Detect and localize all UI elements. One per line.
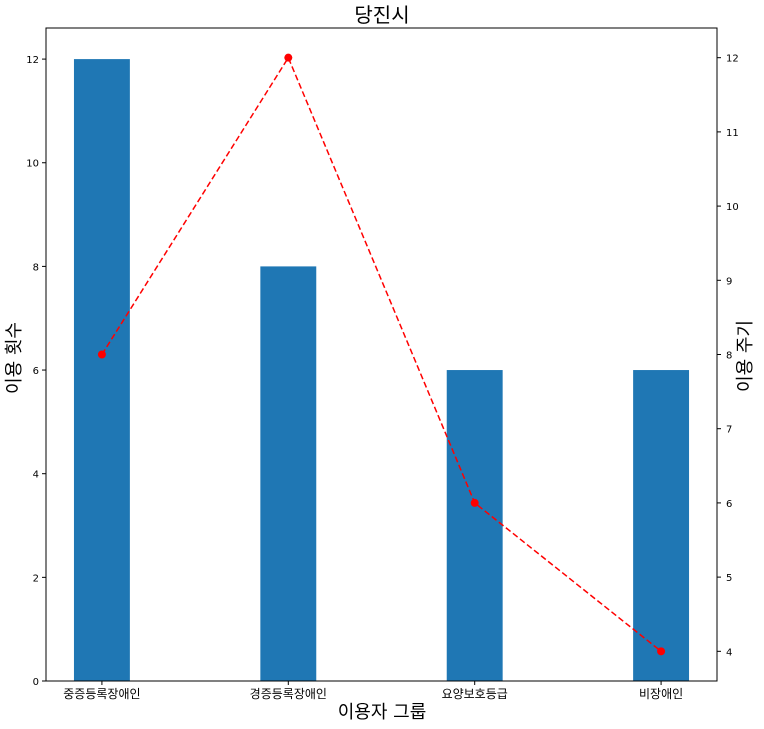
right-axis: 4 5 6 7 8 9 10 11 12 [717, 54, 739, 658]
right-tick-label: 11 [726, 128, 739, 139]
left-tick-label: 10 [26, 159, 39, 170]
left-tick-label: 4 [33, 470, 39, 481]
bar-0 [73, 59, 130, 682]
right-tick-label: 8 [726, 351, 732, 362]
right-tick-label: 12 [726, 54, 739, 65]
left-tick-label: 12 [26, 55, 39, 66]
left-axis: 0 2 4 6 8 10 12 [26, 55, 46, 688]
line-point-3 [657, 647, 666, 656]
left-tick-label: 8 [33, 262, 39, 273]
x-tick-label: 중증등록장애인 [63, 687, 140, 701]
right-tick-label: 9 [726, 276, 732, 287]
line-point-1 [284, 53, 293, 62]
x-axis: 중증등록장애인 경증등록장애인 요양보호등급 비장애인 [63, 681, 683, 701]
bar-series [73, 59, 690, 682]
x-tick-label: 비장애인 [639, 687, 683, 701]
left-axis-title: 이용 횟수 [4, 322, 25, 394]
right-tick-label: 4 [726, 647, 732, 658]
x-tick-label: 경증등록장애인 [250, 687, 327, 701]
line-point-2 [470, 498, 479, 507]
left-tick-label: 6 [33, 366, 39, 377]
line-series [97, 53, 666, 656]
left-tick-label: 2 [33, 573, 39, 584]
right-tick-label: 7 [726, 425, 732, 436]
bar-3 [633, 370, 690, 681]
bar-2 [446, 370, 503, 681]
x-axis-title: 이용자 그룹 [338, 702, 427, 723]
chart-title: 당진시 [354, 3, 409, 27]
right-tick-label: 5 [726, 573, 732, 584]
x-tick-label: 요양보호등급 [442, 687, 508, 701]
bar-1 [260, 266, 317, 681]
plot-frame [45, 27, 718, 682]
line-point-0 [97, 350, 106, 359]
right-axis-title: 이용 주기 [735, 320, 756, 392]
right-tick-label: 6 [726, 499, 732, 510]
line-path [101, 56, 662, 652]
left-tick-label: 0 [33, 677, 39, 688]
right-tick-label: 10 [726, 202, 739, 213]
